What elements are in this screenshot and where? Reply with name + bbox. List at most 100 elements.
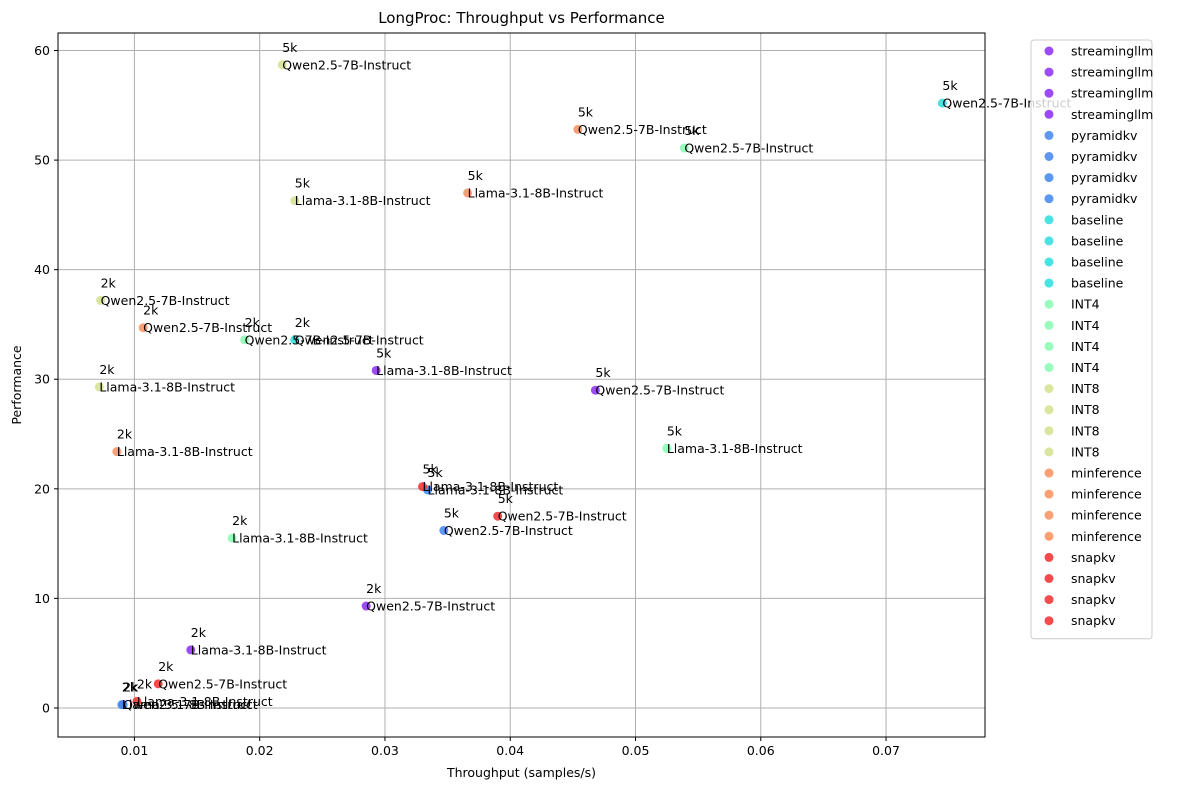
- y-tick-label: 30: [34, 372, 50, 387]
- legend-marker: [1044, 341, 1054, 351]
- data-point: [277, 60, 287, 70]
- legend-entry: snapkv: [1071, 613, 1116, 628]
- data-point: [186, 645, 196, 655]
- point-model-label: Qwen2.5-7B-Instruct: [282, 57, 411, 72]
- point-length-label: 5k: [942, 78, 958, 93]
- legend-entry: INT8: [1071, 423, 1100, 438]
- data-point: [463, 188, 473, 198]
- y-tick-label: 50: [34, 153, 50, 168]
- legend-entry: INT8: [1071, 402, 1100, 417]
- point-model-label: Llama-3.1-8B-Instruct: [232, 531, 368, 546]
- point-model-label: Llama-3.1-8B-Instruct: [191, 642, 327, 657]
- chart-title: LongProc: Throughput vs Performance: [378, 9, 665, 27]
- point-length-label: 5k: [595, 365, 611, 380]
- data-point: [573, 124, 583, 134]
- point-length-label: 5k: [498, 491, 514, 506]
- legend-marker: [1044, 363, 1054, 372]
- legend-marker: [1044, 109, 1054, 119]
- legend-entry: minference: [1071, 508, 1142, 523]
- x-tick-label: 0.05: [622, 743, 650, 758]
- point-model-label: Llama-3.1-8B-Instruct: [667, 441, 803, 456]
- point-model-label: Qwen2.5-7B-Instruct: [295, 332, 424, 347]
- legend-marker: [1044, 194, 1054, 204]
- point-length-label: 2k: [191, 625, 207, 640]
- legend-marker: [1044, 468, 1054, 478]
- point-length-label: 5k: [428, 465, 444, 480]
- point-model-label: Qwen2.5-7B-Instruct: [158, 676, 287, 691]
- legend-entry: streamingllm: [1071, 44, 1153, 59]
- point-length-label: 2k: [123, 680, 139, 695]
- point-length-label: 2k: [295, 315, 311, 330]
- data-point: [94, 382, 104, 392]
- legend-marker: [1044, 173, 1054, 183]
- legend-entry: pyramidkv: [1071, 170, 1138, 185]
- point-length-label: 2k: [366, 581, 382, 596]
- point-model-label: Qwen2.5-7B-Instruct: [444, 523, 573, 538]
- legend-marker: [1044, 616, 1054, 626]
- point-length-label: 5k: [578, 104, 594, 119]
- data-point: [138, 323, 148, 333]
- legend-marker: [1044, 88, 1054, 98]
- y-tick-label: 60: [34, 43, 50, 58]
- data-point: [418, 482, 428, 492]
- y-tick-label: 20: [34, 481, 50, 496]
- legend-marker: [1044, 320, 1054, 330]
- y-tick-label: 10: [34, 591, 50, 606]
- legend-entry: baseline: [1071, 212, 1124, 227]
- legend-marker: [1044, 552, 1054, 562]
- legend-entry: minference: [1071, 466, 1142, 481]
- point-length-label: 5k: [684, 123, 700, 138]
- point-length-label: 2k: [137, 676, 153, 691]
- point-model-label: Llama-3.1-8B-Instruct: [376, 363, 512, 378]
- data-point: [371, 365, 381, 375]
- legend-entry: INT8: [1071, 444, 1100, 459]
- point-model-label: Qwen2.5-7B-Instruct: [684, 141, 813, 156]
- point-model-label: Qwen2.5-7B-Instruct: [123, 697, 252, 712]
- point-model-label: Llama-3.1-8B-Instruct: [122, 697, 258, 712]
- legend-entry: snapkv: [1071, 571, 1116, 586]
- point-model-label: Qwen2.5-7B-Instruct: [366, 599, 495, 614]
- legend-entry: baseline: [1071, 233, 1124, 248]
- plot-frame: [57, 32, 986, 738]
- legend-entry: INT4: [1071, 360, 1100, 375]
- data-points: [94, 60, 947, 710]
- data-point: [679, 143, 689, 153]
- legend-entry: INT4: [1071, 297, 1100, 312]
- y-tick-label: 0: [42, 700, 50, 715]
- data-point: [227, 533, 237, 543]
- legend-entry: INT4: [1071, 318, 1100, 333]
- x-axis-ticks: 0.01 0.02 0.03 0.04 0.05 0.06 0.07: [120, 737, 900, 758]
- point-length-label: 2k: [122, 680, 138, 695]
- legend-entry: pyramidkv: [1071, 191, 1138, 206]
- legend-marker: [1044, 236, 1054, 246]
- point-length-label: 5k: [444, 505, 460, 520]
- data-point: [493, 511, 503, 521]
- legend-entry: pyramidkv: [1071, 128, 1138, 143]
- point-length-label: 5k: [468, 168, 484, 183]
- point-model-label: Llama-3.1-8B-Instruct: [423, 479, 559, 494]
- data-point: [153, 679, 163, 689]
- point-model-label: Qwen2.5-7B-Instruct: [245, 332, 374, 347]
- legend-marker: [1044, 130, 1054, 140]
- legend-marker: [1044, 257, 1054, 267]
- legend-entry: snapkv: [1071, 550, 1116, 565]
- point-length-label: 2k: [101, 275, 117, 290]
- x-tick-label: 0.04: [496, 743, 524, 758]
- legend-marker: [1044, 215, 1054, 225]
- x-tick-label: 0.01: [120, 743, 148, 758]
- x-axis-label: Throughput (samples/s): [446, 765, 596, 780]
- data-point: [937, 98, 947, 108]
- data-point: [361, 601, 371, 611]
- point-length-label: 5k: [282, 40, 298, 55]
- legend-frame: [1030, 39, 1153, 640]
- data-point: [590, 385, 600, 395]
- point-length-label: 2k: [117, 427, 133, 442]
- legend-entry: streamingllm: [1071, 107, 1153, 122]
- legend-marker: [1044, 574, 1054, 583]
- point-length-label: 5k: [423, 462, 439, 477]
- legend-entry: INT8: [1071, 381, 1100, 396]
- point-length-label: 5k: [376, 345, 392, 360]
- x-tick-label: 0.07: [872, 743, 900, 758]
- data-point: [240, 335, 250, 345]
- legend-marker: [1044, 595, 1054, 605]
